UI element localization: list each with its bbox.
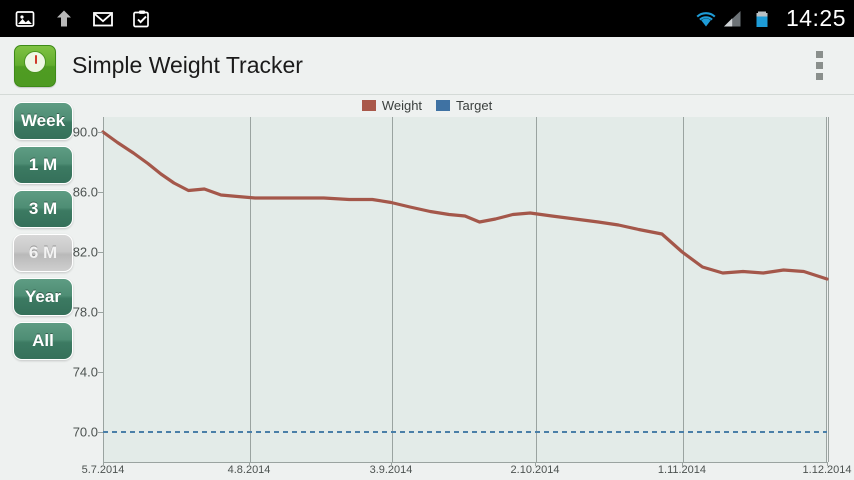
legend-swatch-weight [361,100,376,111]
status-system-icons: 14:25 [693,5,846,32]
y-axis-tick [98,192,103,193]
android-status-bar: 14:25 [0,0,854,37]
battery-icon [751,8,773,30]
x-axis-tick-label: 1.12.2014 [802,464,852,476]
main-content: Weight Target 90.0 86.0 82.0 78.0 74.0 70.0 5.… [0,95,854,480]
chart-gridline [392,117,393,462]
chart-series-layer [101,130,829,433]
range-button-3-m[interactable]: 3 M [13,190,73,228]
chart-y-axis-labels: 90.0 86.0 82.0 78.0 74.0 70.0 [48,95,98,480]
weight-line [101,130,829,281]
x-axis-tick-label: 2.10.2014 [510,464,560,476]
clipboard-check-icon [131,8,153,30]
range-button-week[interactable]: Week [13,102,73,140]
y-axis-tick-label: 74.0 [72,364,98,380]
app-action-bar: Simple Weight Tracker [0,37,854,95]
range-button-all[interactable]: All [13,322,73,360]
y-axis-tick-label: 70.0 [72,424,98,440]
chart-gridline [682,117,684,462]
x-axis-tick [391,462,392,466]
range-button-6-m[interactable]: 6 M [13,234,73,272]
x-axis-tick [249,462,251,466]
overflow-dot [815,51,823,58]
legend-swatch-target [436,100,451,111]
chart-gridline [828,117,829,462]
y-axis-tick [98,132,103,133]
wifi-icon [693,8,716,30]
status-notification-icons [14,8,693,30]
chart-x-axis [103,462,827,463]
scale-dial [24,50,46,73]
legend-item-weight: Weight [361,98,423,113]
y-axis-tick-label: 86.0 [72,184,98,200]
range-button-1-m[interactable]: 1 M [13,146,73,184]
y-axis-tick [98,432,103,433]
x-axis-tick-label: 5.7.2014 [81,464,125,476]
status-clock: 14:25 [785,5,846,31]
x-axis-tick-label: 3.9.2014 [369,464,413,476]
chart-gridline [250,117,252,462]
y-axis-tick [98,252,103,253]
chart-plot-area [103,117,829,462]
y-axis-tick [98,312,103,313]
legend-item-target: Target [436,98,492,113]
y-axis-tick [98,372,103,373]
cell-signal-icon [722,8,744,30]
overflow-menu-icon[interactable] [802,43,836,89]
page-title: Simple Weight Tracker [72,52,303,78]
gmail-icon [92,8,114,30]
scale-icon [14,44,56,87]
x-axis-tick [681,462,683,466]
weight-chart[interactable]: Weight Target 90.0 86.0 82.0 78.0 74.0 70.0 5.… [0,95,854,480]
scale-needle [35,54,37,64]
upload-arrow-icon [53,8,75,30]
range-selector: Week 1 M 3 M 6 M Year All [13,102,75,360]
y-axis-tick-label: 82.0 [72,244,98,260]
chart-legend: Weight Target [0,98,854,113]
overflow-dot [815,62,823,69]
x-axis-tick-label: 4.8.2014 [227,464,271,476]
x-axis-tick [827,462,828,466]
x-axis-tick [103,462,104,466]
x-axis-tick-label: 1.11.2014 [657,464,707,476]
y-axis-tick-label: 78.0 [72,304,98,320]
photo-icon [14,8,36,30]
overflow-dot [815,73,823,80]
legend-label: Weight [381,98,423,113]
range-button-year[interactable]: Year [13,278,73,316]
chart-right-border [826,117,827,462]
x-axis-tick [535,462,536,466]
y-axis-tick-label: 90.0 [72,124,98,140]
chart-gridline [536,117,537,462]
legend-label: Target [456,98,493,113]
